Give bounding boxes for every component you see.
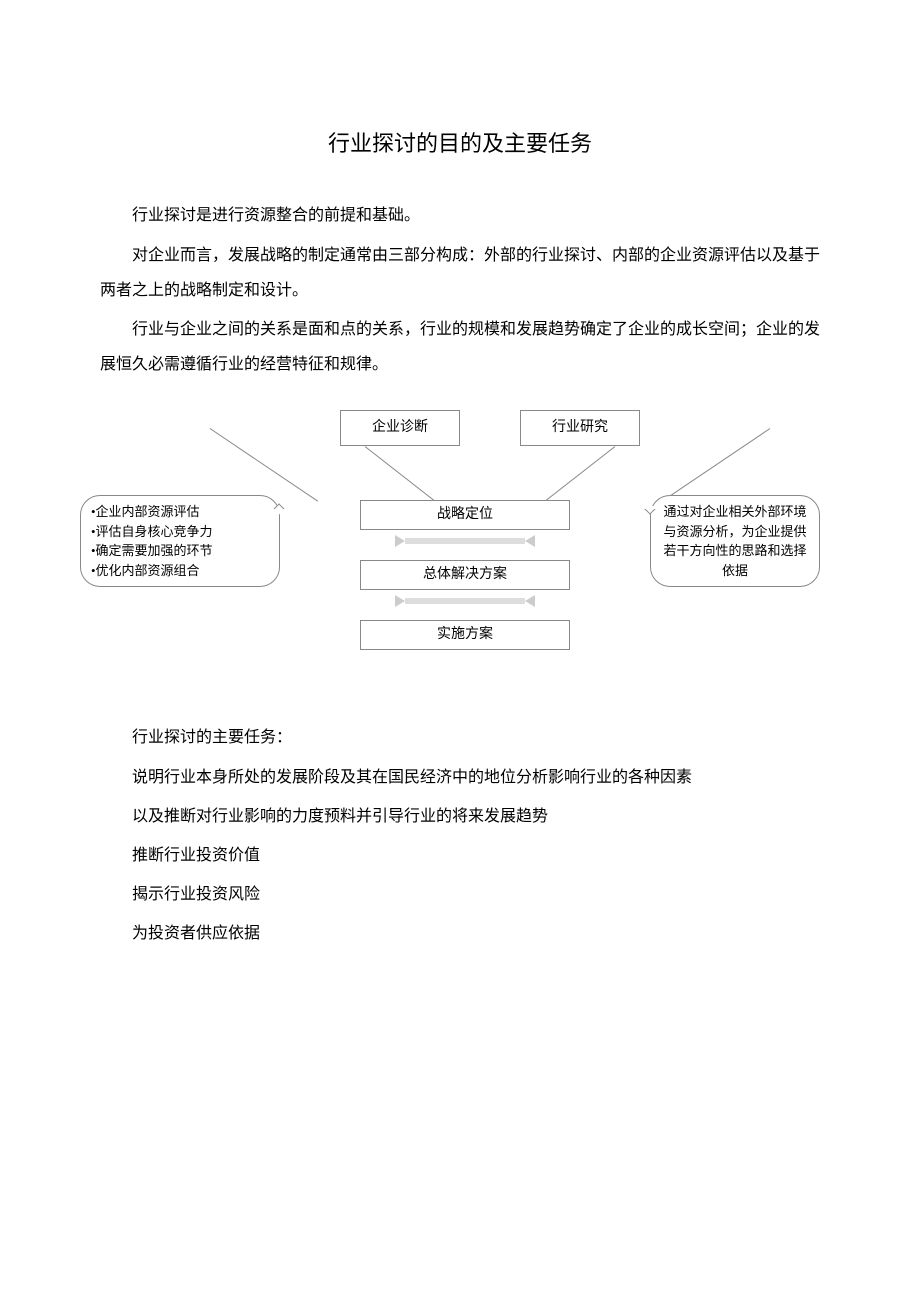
node-overall-solution: 总体解决方案 [360, 560, 570, 590]
tasks-section: 行业探讨的主要任务： 说明行业本身所处的发展阶段及其在国民经济中的地位分析影响行… [100, 720, 820, 951]
task-item-2: 以及推断对行业影响的力度预料并引导行业的将来发展趋势 [100, 799, 820, 834]
flowchart-diagram: 企业诊断 行业研究 •企业内部资源评估 •评估自身核心竞争力 •确定需要加强的环… [110, 410, 810, 680]
node-industry-research: 行业研究 [520, 410, 640, 446]
bubble-right: 通过对企业相关外部环境与资源分析，为企业提供若干方向性的思路和选择依据 [650, 495, 820, 587]
line-top-right [662, 428, 770, 502]
bubble-left: •企业内部资源评估 •评估自身核心竞争力 •确定需要加强的环节 •优化内部资源组… [80, 495, 280, 587]
node-enterprise-diagnosis: 企业诊断 [340, 410, 460, 446]
bubble-left-l4: •优化内部资源组合 [91, 561, 269, 581]
node-implementation: 实施方案 [360, 620, 570, 650]
task-item-1: 说明行业本身所处的发展阶段及其在国民经济中的地位分析影响行业的各种因素 [100, 760, 820, 795]
bubble-left-l3: •确定需要加强的环节 [91, 541, 269, 561]
task-item-3: 推断行业投资价值 [100, 838, 820, 873]
bubble-left-l2: •评估自身核心竞争力 [91, 522, 269, 542]
tasks-heading: 行业探讨的主要任务： [100, 720, 820, 755]
paragraph-1: 行业探讨是进行资源整合的前提和基础。 [100, 198, 820, 233]
task-item-5: 为投资者供应依据 [100, 916, 820, 951]
task-item-4: 揭示行业投资风险 [100, 877, 820, 912]
bubble-left-l1: •企业内部资源评估 [91, 502, 269, 522]
page-title: 行业探讨的目的及主要任务 [100, 120, 820, 168]
arrow-1 [395, 535, 535, 547]
node-strategic-positioning: 战略定位 [360, 500, 570, 530]
line-top-left [210, 428, 318, 502]
paragraph-3: 行业与企业之间的关系是面和点的关系，行业的规模和发展趋势确定了企业的成长空间；企… [100, 312, 820, 382]
paragraph-2: 对企业而言，发展战略的制定通常由三部分构成：外部的行业探讨、内部的企业资源评估以… [100, 238, 820, 308]
arrow-2 [395, 595, 535, 607]
